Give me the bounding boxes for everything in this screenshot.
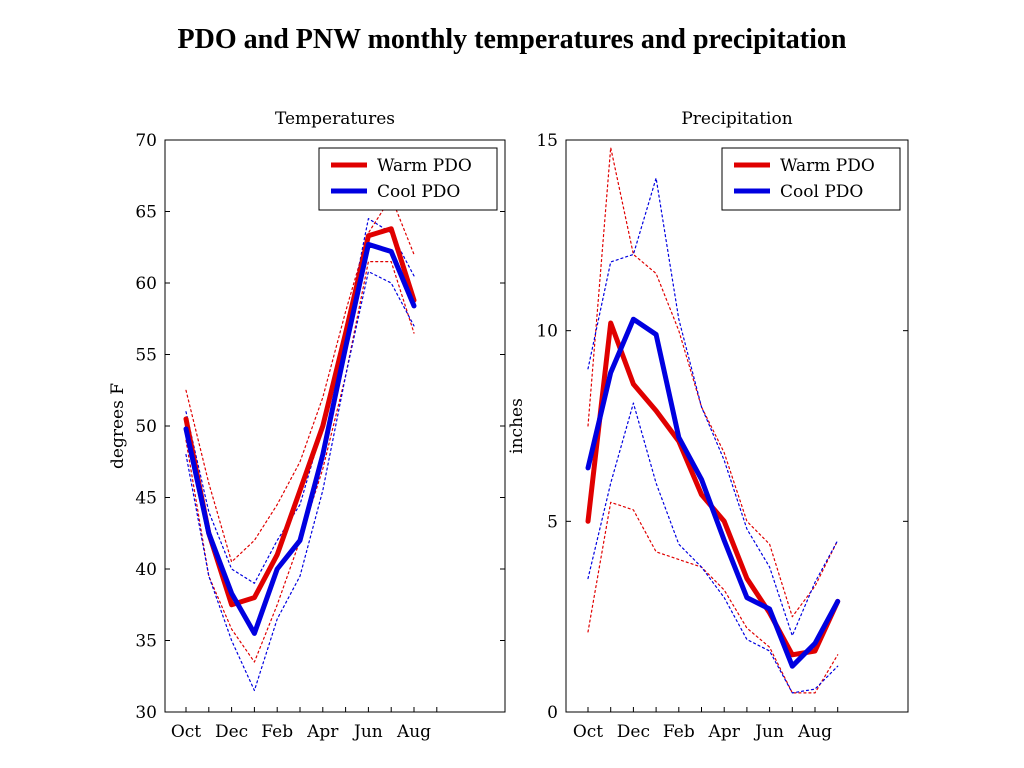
chart1-series-range-5-line (185, 271, 415, 692)
chart1-ytick-label: 50 (135, 417, 157, 437)
chart2-ytick-label: 0 (547, 703, 558, 723)
chart1-series-warm-pdo-line (183, 226, 417, 608)
chart1-ytick-label: 70 (135, 131, 157, 151)
chart1-group: Temperatures degrees F 30 35 40 45 50 55 60 65 70 O… (108, 109, 506, 742)
chart1-xtick-label: Aug (396, 722, 431, 742)
chart2-xtick-label: Aug (797, 722, 832, 742)
chart2-xtick-label: Jun (753, 722, 784, 742)
chart1-ytick-label: 45 (135, 489, 157, 509)
chart1-ytick-label: 40 (135, 560, 157, 580)
chart1-legend-label: Cool PDO (377, 182, 460, 202)
chart2-legend-box (721, 147, 901, 211)
chart2-legend-label: Cool PDO (780, 182, 863, 202)
chart1-ytick-label: 65 (135, 203, 157, 223)
chart2-series-range-5-line (587, 402, 839, 694)
chart2-series-cool-pdo-line (585, 316, 841, 669)
chart2-series-range-2-line (587, 147, 839, 618)
page-title: PDO and PNW monthly temperatures and pre… (177, 24, 847, 55)
chart1-ytick-label: 35 (135, 632, 157, 652)
chart1-xtick-label: Jun (352, 722, 383, 742)
chart1-ylabel: degrees F (108, 383, 128, 469)
chart2-ytick-label: 10 (536, 322, 558, 342)
chart2-ylabel: inches (507, 398, 527, 454)
chart2-series-range-3-line (587, 501, 839, 694)
chart2-title: Precipitation (681, 109, 792, 129)
chart1-series-range-2-line (185, 196, 415, 563)
chart2-legend-label: Warm PDO (780, 156, 875, 176)
chart1-series-range-4-line (185, 218, 415, 584)
chart1-xtick-label: Feb (261, 722, 293, 742)
chart1-legend: Warm PDO Cool PDO (318, 147, 498, 211)
chart1-xtick-label: Apr (306, 722, 339, 742)
chart2-frame (565, 139, 909, 713)
chart2-group: Precipitation inches 0 5 10 15 Oct Dec Feb Apr Jun… (507, 109, 909, 742)
chart1-series-cool-pdo-line (183, 241, 417, 636)
chart2-series-range-4-line (587, 177, 839, 637)
chart1-legend-label: Warm PDO (377, 156, 472, 176)
chart2-ytick-label: 5 (547, 512, 558, 532)
chart2-xtick-label: Oct (573, 722, 603, 742)
chart2-xtick-label: Dec (617, 722, 650, 742)
chart1-ytick-label: 30 (135, 703, 157, 723)
chart2-ytick-label: 15 (536, 131, 558, 151)
chart2-legend: Warm PDO Cool PDO (721, 147, 901, 211)
chart1-frame (164, 139, 506, 713)
chart1-xtick-label: Oct (171, 722, 201, 742)
chart2-xtick-label: Apr (708, 722, 741, 742)
chart1-legend-box (318, 147, 498, 211)
chart2-xtick-label: Feb (663, 722, 695, 742)
chart1-xtick-label: Dec (215, 722, 248, 742)
chart1-ytick-label: 60 (135, 274, 157, 294)
chart1-ytick-label: 55 (135, 346, 157, 366)
chart1-title: Temperatures (275, 109, 395, 129)
